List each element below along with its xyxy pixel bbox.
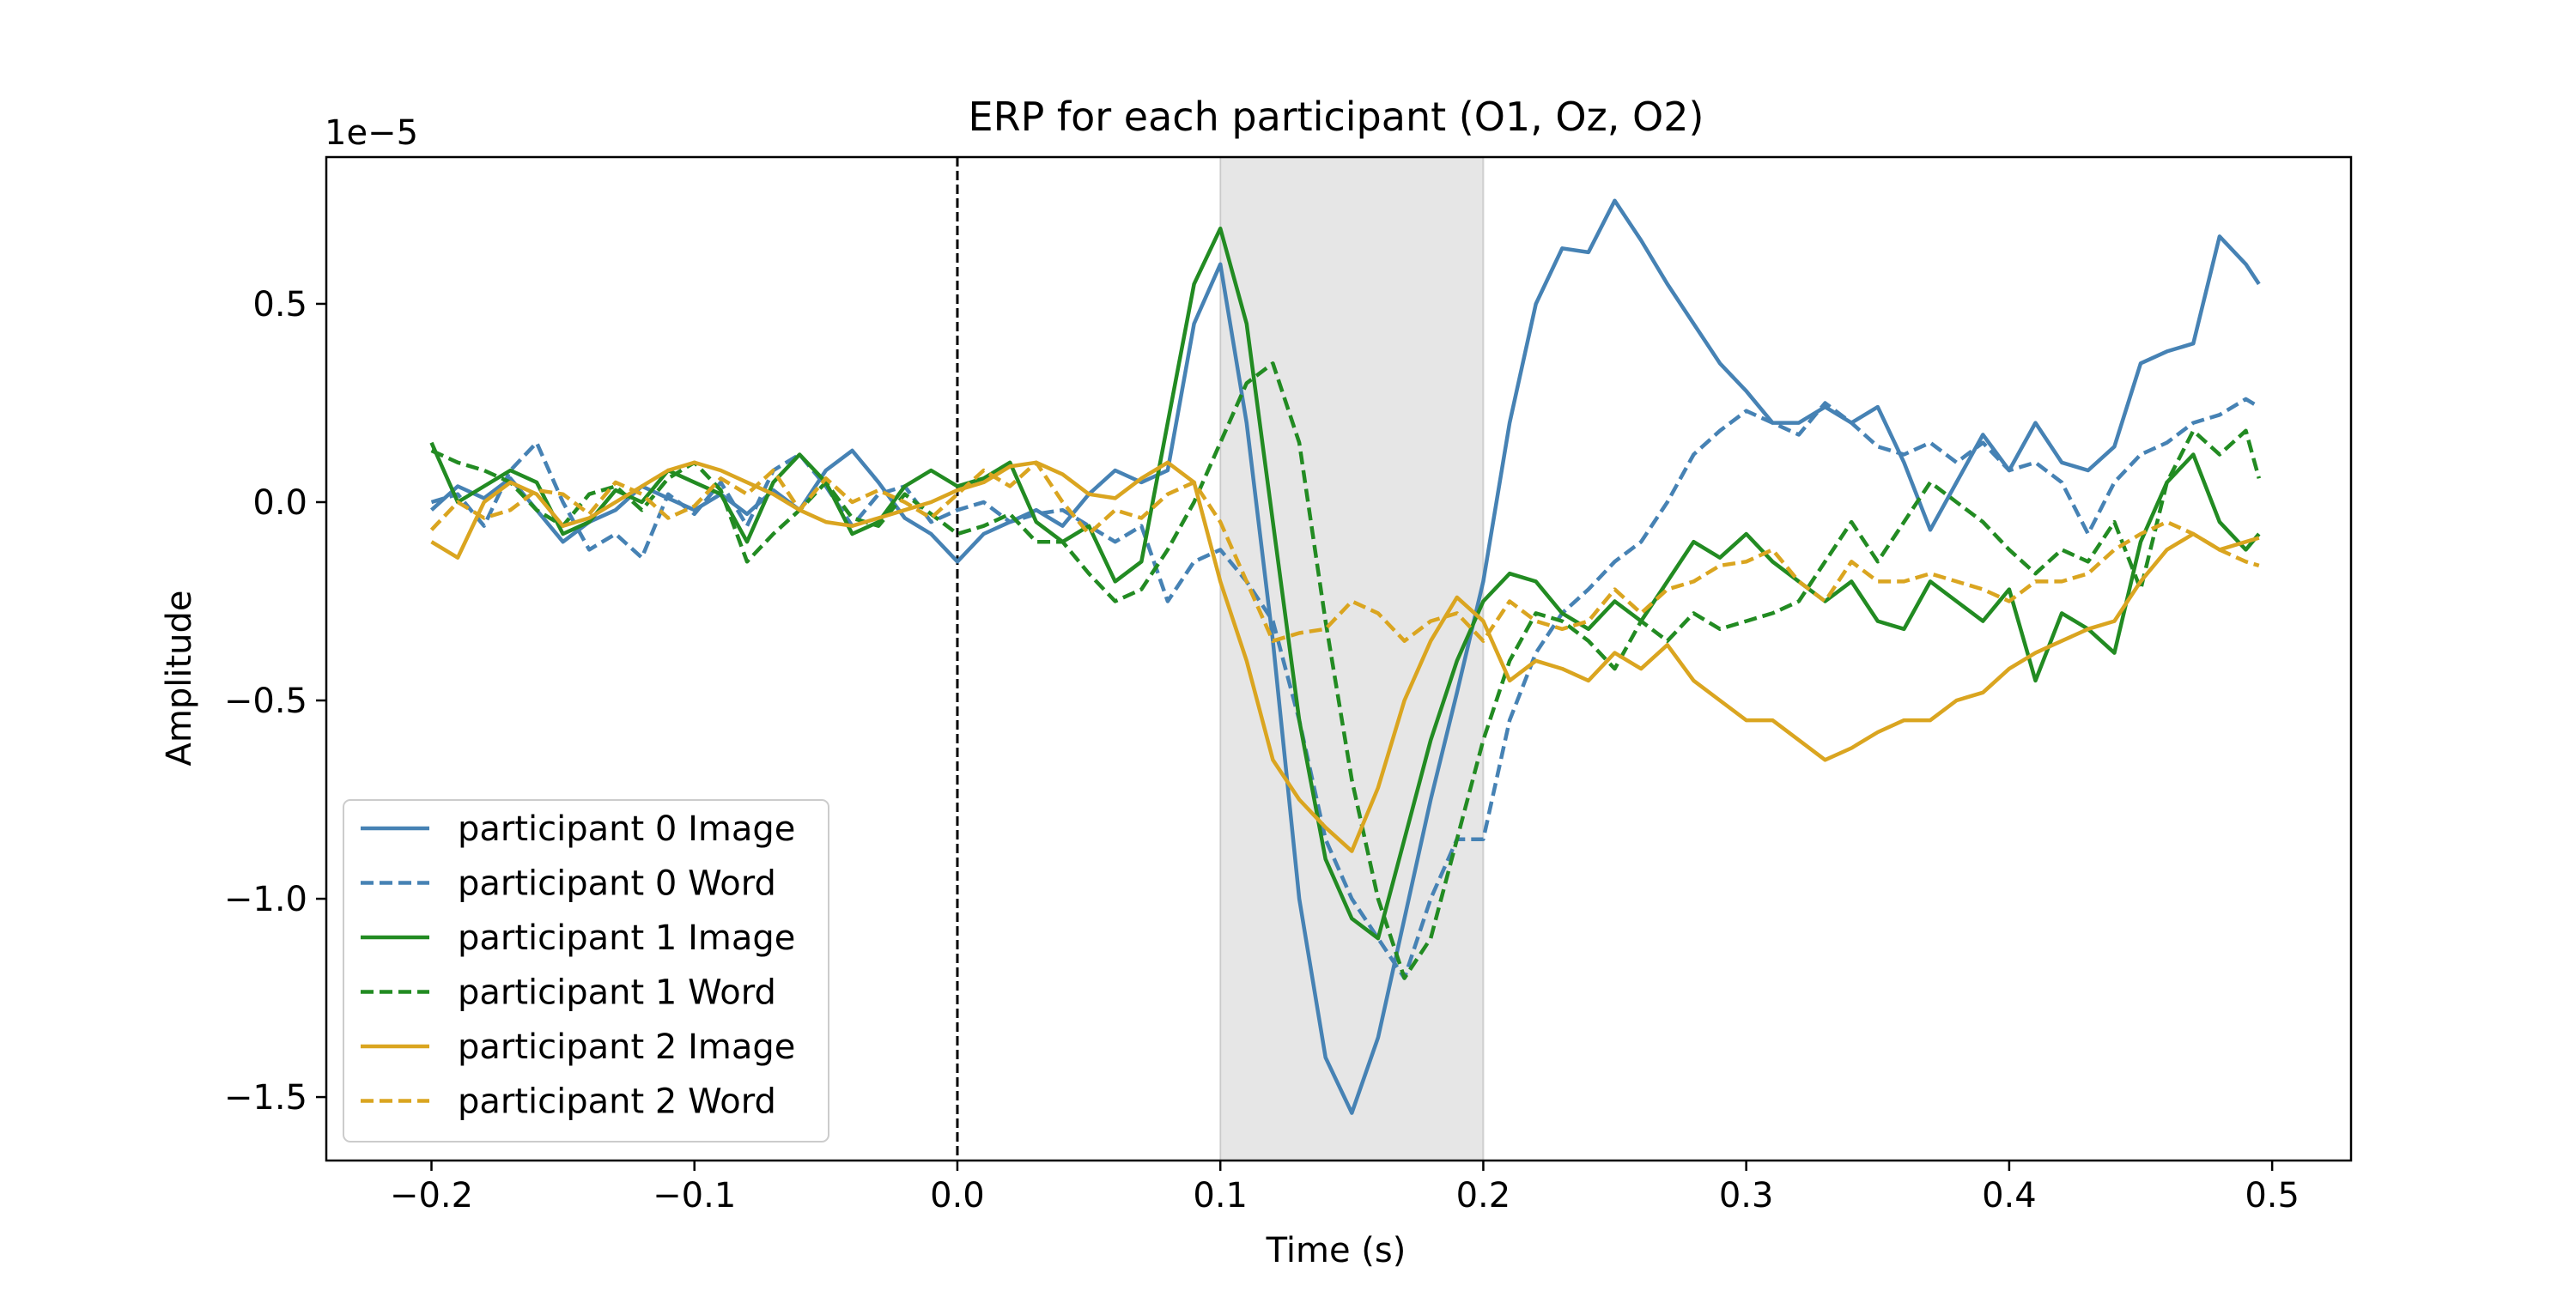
shaded-region (1219, 156, 1485, 1161)
x-tick-label: −0.1 (653, 1176, 736, 1215)
x-tick-label: 0.1 (1193, 1176, 1248, 1215)
plot-frame (325, 155, 2353, 1162)
legend-label: participant 1 Word (458, 973, 776, 1013)
y-tick-label: 0.0 (252, 483, 307, 523)
legend: participant 0 Image participant 0 Word par… (343, 799, 829, 1143)
legend-box (343, 799, 829, 1143)
series-line-3 (430, 361, 2261, 980)
y-tick-label: −1.5 (224, 1078, 307, 1118)
x-tick-label: 0.3 (1719, 1176, 1774, 1215)
y-tick-label: 0.5 (252, 285, 307, 324)
series-line-1 (430, 397, 2260, 980)
series-line-5 (429, 460, 2260, 643)
series-line-0 (429, 198, 2261, 1115)
legend-label: participant 1 Image (458, 918, 795, 958)
legend-label: participant 2 Word (458, 1082, 776, 1122)
legend-label: participant 0 Image (458, 809, 795, 849)
chart-title: ERP for each participant (O1, Oz, O2) (969, 94, 1704, 140)
y-offset-label: 1e−5 (325, 113, 418, 153)
legend-label: participant 0 Word (458, 864, 776, 904)
x-tick-label: 0.5 (2245, 1176, 2300, 1215)
series-line-2 (429, 226, 2261, 941)
x-tick-label: 0.0 (930, 1176, 985, 1215)
x-axis-ticks: −0.2 −0.1 0.0 0.1 0.2 0.3 0.4 0.5 (390, 1161, 2300, 1215)
legend-label: participant 2 Image (458, 1027, 795, 1067)
y-axis-label: Amplitude (160, 591, 199, 767)
x-tick-label: 0.2 (1456, 1176, 1511, 1215)
shade-layer (1219, 156, 1485, 1161)
series-line-4 (430, 460, 2260, 853)
y-tick-label: −0.5 (224, 682, 307, 721)
x-tick-label: −0.2 (390, 1176, 473, 1215)
y-tick-label: −1.0 (224, 880, 307, 919)
x-axis-label: Time (s) (1266, 1231, 1406, 1270)
series-layer (429, 198, 2261, 1115)
y-axis-ticks: 0.5 0.0 −0.5 −1.0 −1.5 (224, 285, 326, 1118)
x-tick-label: 0.4 (1982, 1176, 2037, 1215)
